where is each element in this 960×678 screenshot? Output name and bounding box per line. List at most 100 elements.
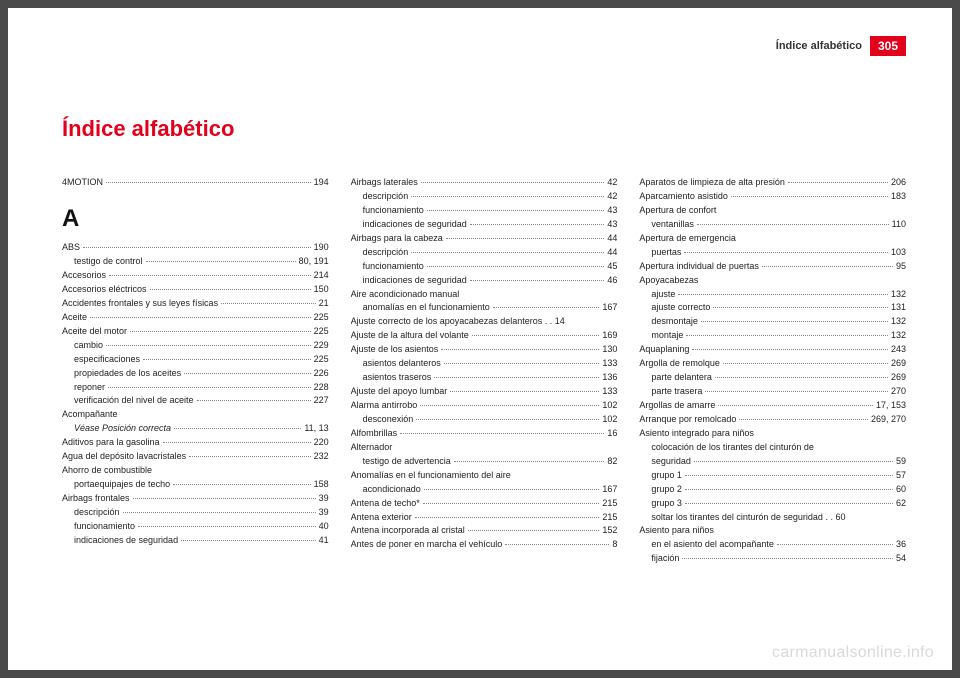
entry-page: 132 [891,329,906,343]
entry-label: Asiento integrado para niños [639,427,754,441]
leader-dots [133,498,316,499]
leader-dots [470,280,605,281]
index-entry: soltar los tirantes del cinturón de segu… [639,511,906,525]
index-columns: 4MOTION194 A ABS190testigo de control80, 1… [62,176,906,566]
leader-dots [416,419,599,420]
entry-label: Accesorios eléctricos [62,283,147,297]
index-entry: desconexión102 [351,413,618,427]
entry-label: montaje [651,329,683,343]
index-entry: Aquaplaning243 [639,343,906,357]
entry-label: Accidentes frontales y sus leyes físicas [62,297,218,311]
index-entry: Agua del depósito lavacristales232 [62,450,329,464]
entry-label: Acompañante [62,408,118,422]
entry-page: 190 [314,241,329,255]
leader-dots [184,373,311,374]
entry-page: 158 [314,478,329,492]
leader-dots [163,442,311,443]
index-entry: seguridad59 [639,455,906,469]
index-entry: ajuste132 [639,288,906,302]
index-entry: puertas103 [639,246,906,260]
index-entry: Argolla de remolque269 [639,357,906,371]
index-entry: Antena de techo*215 [351,497,618,511]
index-column: Aparatos de limpieza de alta presión206A… [639,176,906,566]
entry-label: Apertura de emergencia [639,232,736,246]
index-entry: en el asiento del acompañante36 [639,538,906,552]
entry-page: 11, 13 [304,422,328,436]
leader-dots [678,294,888,295]
entry-page: 225 [314,325,329,339]
entry-page: 220 [314,436,329,450]
entry-label: Véase Posición correcta [74,422,171,436]
index-entry: Argollas de amarre17, 153 [639,399,906,413]
entry-label: Antena incorporada al cristal [351,524,465,538]
entry-label: Airbags para la cabeza [351,232,443,246]
leader-dots [423,503,600,504]
leader-dots [415,517,600,518]
entry-label: funcionamiento [74,520,135,534]
leader-dots [400,433,604,434]
entry-page: 227 [314,394,329,408]
index-entry: Alarma antirrobo102 [351,399,618,413]
entry-label: seguridad [651,455,691,469]
entry-label: testigo de control [74,255,143,269]
entry-page: 183 [891,190,906,204]
leader-dots [723,363,888,364]
entry-label: Anomalías en el funcionamiento del aire [351,469,511,483]
index-entry: asientos traseros136 [351,371,618,385]
leader-dots [221,303,316,304]
index-entry: testigo de control80, 191 [62,255,329,269]
entry-page: 269 [891,357,906,371]
index-entry: Aire acondicionado manual [351,288,618,302]
leader-dots [420,405,599,406]
entry-label: Ajuste de los asientos [351,343,439,357]
entry-label: especificaciones [74,353,140,367]
leader-dots [189,456,311,457]
entry-page: 269 [891,371,906,385]
entry-page: 62 [896,497,906,511]
entry-page: 270 [891,385,906,399]
entry-label: descripción [363,246,409,260]
index-entry: Arranque por remolcado269, 270 [639,413,906,427]
index-entry: montaje 132 [639,329,906,343]
entry-page: 131 [891,301,906,315]
entry-label: grupo 3 [651,497,682,511]
entry-page: 225 [314,353,329,367]
entry-page: 43 [607,218,617,232]
entry-page: 46 [607,274,617,288]
entry-label: asientos delanteros [363,357,441,371]
entry-label: indicaciones de seguridad [363,218,467,232]
entry-label: Accesorios [62,269,106,283]
index-entry: Airbags frontales 39 [62,492,329,506]
entry-label: Aire acondicionado manual [351,288,460,302]
index-entry: ABS190 [62,241,329,255]
entry-label: asientos traseros [363,371,432,385]
entry-label: Ahorro de combustible [62,464,152,478]
entry-label: funcionamiento [363,204,424,218]
leader-dots [762,266,893,267]
page-number-badge: 305 [870,36,906,56]
entry-page: 232 [314,450,329,464]
leader-dots [718,405,873,406]
leader-dots [682,558,893,559]
entry-label: cambio [74,339,103,353]
leader-dots [468,530,600,531]
entry-label: en el asiento del acompañante [651,538,774,552]
entry-label: propiedades de los aceites [74,367,181,381]
entry-page: 17, 153 [876,399,906,413]
leader-dots [130,331,311,332]
index-entry: Ajuste de los asientos130 [351,343,618,357]
entry-label: anomalías en el funcionamiento [363,301,490,315]
index-entry: parte trasera270 [639,385,906,399]
leader-dots [441,349,599,350]
index-entry: 4MOTION194 [62,176,329,190]
leader-dots [701,321,888,322]
section-letter: A [62,200,329,237]
entry-page: 39 [319,506,329,520]
entry-label: Asiento para niños [639,524,714,538]
index-entry: Asiento para niños [639,524,906,538]
index-entry: descripción44 [351,246,618,260]
index-entry: Antena exterior215 [351,511,618,525]
entry-page: 39 [319,492,329,506]
entry-page: 82 [607,455,617,469]
entry-label: Airbags frontales [62,492,130,506]
